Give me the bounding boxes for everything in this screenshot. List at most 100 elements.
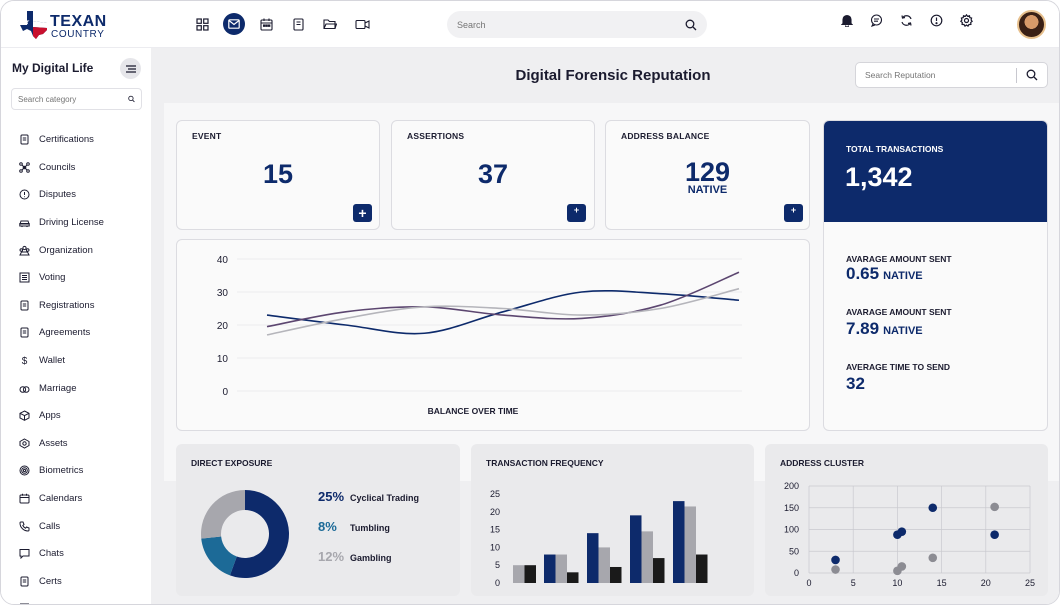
y-tick-label: 150 (784, 503, 799, 513)
hexagon-icon (19, 438, 30, 449)
direct-exposure-title: DIRECT EXPOSURE (191, 458, 273, 468)
bar (610, 566, 622, 583)
sidebar-item-label: Certifications (39, 134, 94, 146)
avg-amount-sent-number: 0.65 (846, 264, 880, 283)
sidebar-menu-button[interactable] (120, 58, 141, 79)
grid-icon[interactable] (191, 13, 213, 35)
sidebar-title: My Digital Life (12, 61, 94, 75)
search-icon[interactable] (128, 94, 135, 104)
document-icon (20, 327, 29, 338)
y-tick-label: 50 (789, 546, 799, 556)
sidebar-item-agreements[interactable]: Agreements (19, 319, 104, 347)
sidebar-item-voting[interactable]: Voting (19, 264, 104, 292)
dollar-icon: $ (22, 356, 28, 366)
sidebar-item-label: Certs (39, 575, 62, 587)
sidebar-item-marriage[interactable]: Marriage (19, 374, 104, 402)
global-search[interactable] (447, 11, 707, 38)
reputation-search[interactable] (855, 62, 1048, 88)
avg-amount-sent-2-value: 7.89 NATIVE (846, 319, 923, 339)
bar (524, 565, 536, 583)
category-search[interactable] (11, 88, 142, 110)
sidebar-item-label: Companies (39, 603, 87, 604)
legend-item: 25% Cyclical Trading (318, 489, 419, 504)
x-tick-label: 15 (937, 578, 947, 588)
search-icon[interactable] (685, 19, 697, 31)
x-tick-label: 25 (1025, 578, 1035, 588)
y-tick-label: 0 (495, 578, 500, 588)
alert-icon[interactable] (930, 14, 943, 27)
phone-icon (19, 521, 30, 532)
sidebar-item-calls[interactable]: Calls (19, 512, 104, 540)
sidebar-item-biometrics[interactable]: Biometrics (19, 457, 104, 485)
y-tick-label: 25 (490, 489, 500, 499)
sidebar-item-label: Calls (39, 520, 61, 532)
x-tick-label: 20 (981, 578, 991, 588)
address-balance-label: ADDRESS BALANCE (621, 131, 710, 141)
user-avatar[interactable] (1017, 10, 1046, 39)
avg-amount-sent-2-number: 7.89 (846, 319, 880, 338)
sidebar-item-apps[interactable]: Apps (19, 402, 104, 430)
bar (696, 554, 708, 583)
mail-icon[interactable] (223, 13, 245, 35)
address-balance-value: 129 (684, 157, 731, 187)
sidebar-item-label: Apps (39, 410, 61, 422)
video-icon[interactable] (351, 13, 373, 35)
legend-label: Gambling (350, 553, 392, 563)
calendar-icon[interactable] (255, 13, 277, 35)
line-series-2 (266, 271, 740, 328)
assertions-value: 37 (477, 159, 509, 189)
bell-icon[interactable] (841, 14, 853, 27)
y-tick-label: 20 (217, 321, 229, 332)
gear-icon[interactable] (960, 14, 973, 27)
refresh-icon[interactable] (900, 14, 913, 27)
sidebar-item-label: Biometrics (39, 465, 84, 477)
add-address-button[interactable]: + (784, 204, 803, 222)
sidebar-item-label: Marriage (39, 382, 77, 394)
scatter-point (831, 555, 840, 565)
scatter-point (897, 527, 907, 536)
document-icon (20, 300, 29, 311)
sidebar-item-chats[interactable]: Chats (19, 540, 104, 568)
add-assertion-button[interactable]: + (567, 204, 586, 222)
line-series-1 (266, 289, 740, 335)
y-tick-label: 0 (794, 568, 799, 578)
document-icon (20, 134, 29, 145)
chat-icon[interactable] (870, 14, 883, 27)
document-icon[interactable] (287, 13, 309, 35)
app-nav (191, 13, 373, 35)
folder-icon[interactable] (319, 13, 341, 35)
sidebar-item-wallet[interactable]: $ Wallet (19, 347, 104, 375)
add-event-button[interactable]: + (353, 204, 372, 222)
sidebar-item-companies[interactable]: Companies (19, 595, 104, 604)
sidebar-item-registrations[interactable]: Registrations (19, 292, 104, 320)
avg-amount-sent-label: AVARAGE AMOUNT SENT (846, 254, 952, 264)
category-search-input[interactable] (18, 94, 128, 104)
network-icon (19, 162, 30, 173)
sidebar-item-driving-license[interactable]: Driving License (19, 209, 104, 237)
sidebar-item-assets[interactable]: Assets (19, 430, 104, 458)
scatter-point (990, 502, 999, 512)
search-divider (1016, 67, 1017, 83)
page-header: Digital Forensic Reputation (151, 48, 1059, 103)
avg-amount-sent-2-label: AVARAGE AMOUNT SENT (846, 307, 952, 317)
legend-item: 12% Gambling (318, 549, 392, 564)
donut-slice-gambling (201, 490, 245, 539)
sidebar-item-certifications[interactable]: Certifications (19, 126, 104, 154)
sidebar-item-disputes[interactable]: Disputes (19, 181, 104, 209)
address-balance-unit: NATIVE (687, 184, 728, 196)
reputation-search-input[interactable] (856, 70, 1016, 80)
sidebar-item-calendars[interactable]: Calendars (19, 485, 104, 513)
transactions-card: TOTAL TRANSACTIONS 1,342 AVARAGE AMOUNT … (823, 120, 1048, 431)
y-tick-label: 20 (490, 507, 500, 517)
car-icon (19, 220, 30, 228)
reputation-search-button[interactable] (1017, 69, 1047, 81)
brand-logo[interactable]: TEXAN COUNTRY (19, 9, 109, 41)
sidebar-item-councils[interactable]: Councils (19, 154, 104, 182)
balance-line-chart: 40 30 20 10 0 BALANCE OVER TIME (217, 255, 742, 416)
global-search-input[interactable] (457, 19, 685, 30)
exposure-donut-chart (201, 490, 289, 578)
sidebar-item-organization[interactable]: Organization (19, 236, 104, 264)
sidebar-item-label: Chats (39, 548, 64, 560)
sidebar-item-certs[interactable]: Certs (19, 568, 104, 596)
